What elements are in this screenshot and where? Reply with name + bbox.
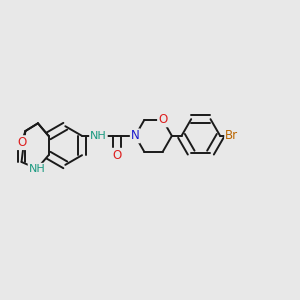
Text: O: O — [158, 113, 167, 126]
Text: O: O — [17, 136, 26, 149]
Text: N: N — [131, 129, 140, 142]
Text: NH: NH — [28, 164, 45, 174]
Text: NH: NH — [90, 131, 107, 141]
Text: O: O — [112, 149, 122, 162]
Text: Br: Br — [225, 129, 238, 142]
